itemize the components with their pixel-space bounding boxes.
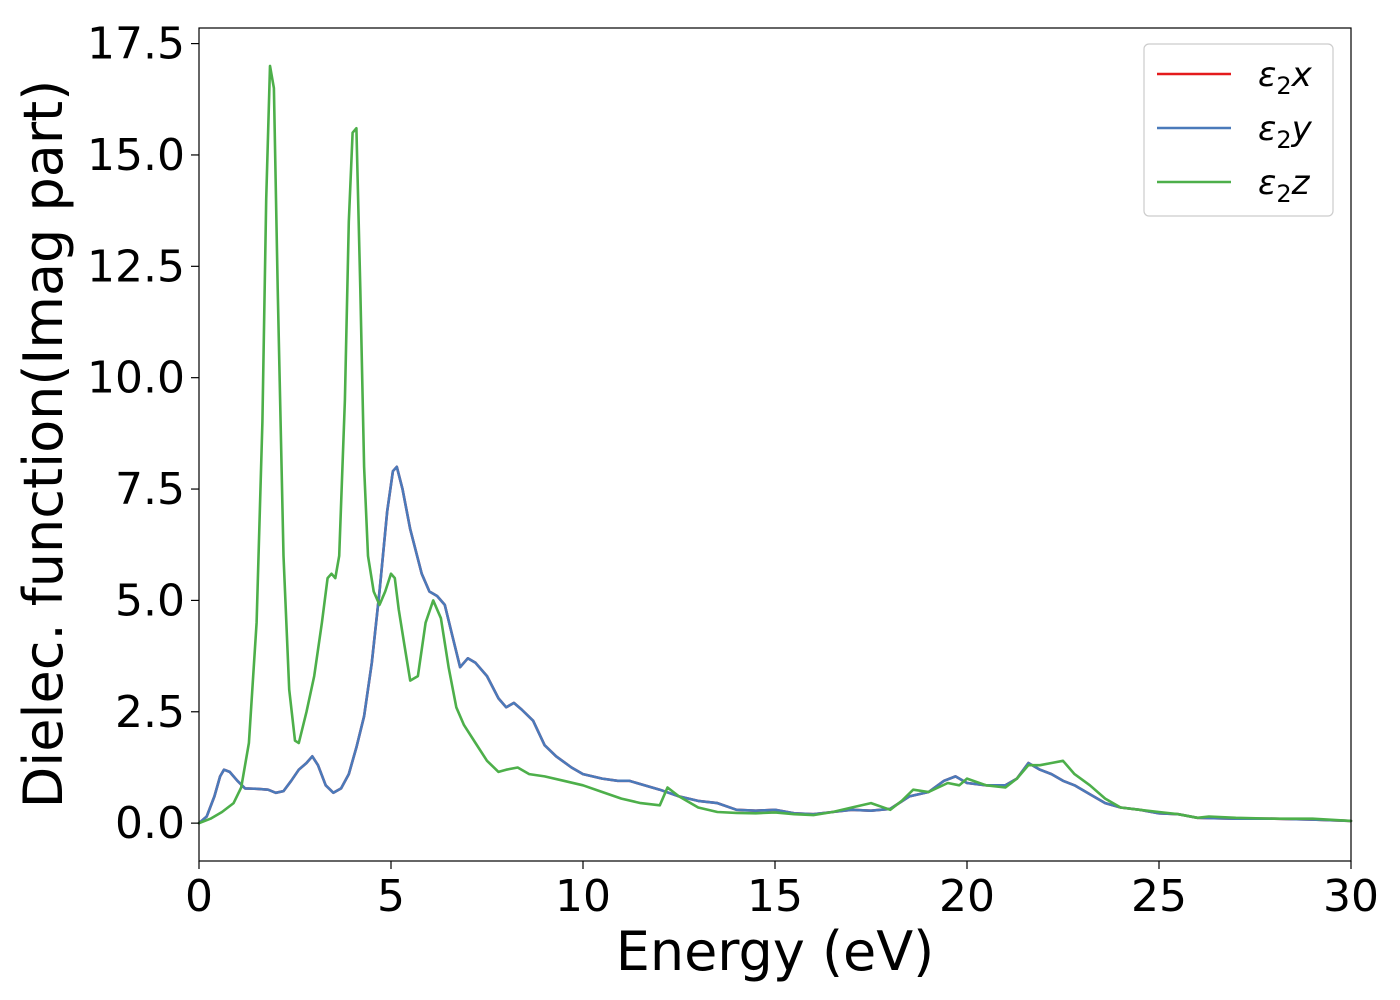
y-tick-label: 15.0 [87, 130, 185, 181]
x-tick-label: 10 [555, 871, 611, 922]
series-layer [197, 64, 1353, 825]
legend-label-3: ε2z [1258, 163, 1311, 208]
series-line-3 [197, 64, 1353, 825]
x-tick-label: 5 [377, 871, 405, 922]
x-tick-label: 0 [185, 871, 213, 922]
y-tick-label: 10.0 [87, 353, 185, 404]
y-tick-label: 17.5 [87, 19, 185, 70]
x-axis-title: Energy (eV) [616, 920, 935, 983]
x-axis: 0 5 10 15 20 25 30 [185, 861, 1379, 922]
y-tick-label: 5.0 [115, 575, 185, 626]
legend: ε2x ε2y ε2z [1143, 43, 1334, 217]
y-tick-label: 7.5 [115, 464, 185, 515]
legend-box [1143, 43, 1334, 217]
x-tick-label: 15 [747, 871, 803, 922]
x-tick-label: 25 [1131, 871, 1187, 922]
x-tick-label: 30 [1323, 871, 1379, 922]
y-tick-label: 2.5 [115, 687, 185, 738]
legend-entries: ε2x ε2y ε2z [1157, 55, 1313, 208]
y-tick-label: 12.5 [87, 241, 185, 292]
x-tick-label: 20 [939, 871, 995, 922]
legend-label-1: ε2x [1258, 55, 1313, 100]
legend-label-2: ε2y [1258, 109, 1313, 154]
y-axis: 0.0 2.5 5.0 7.5 10.0 12.5 15.0 17.5 [87, 19, 199, 849]
y-axis-title: Dielec. function(Imag part) [12, 80, 75, 809]
y-tick-label: 0.0 [115, 798, 185, 849]
